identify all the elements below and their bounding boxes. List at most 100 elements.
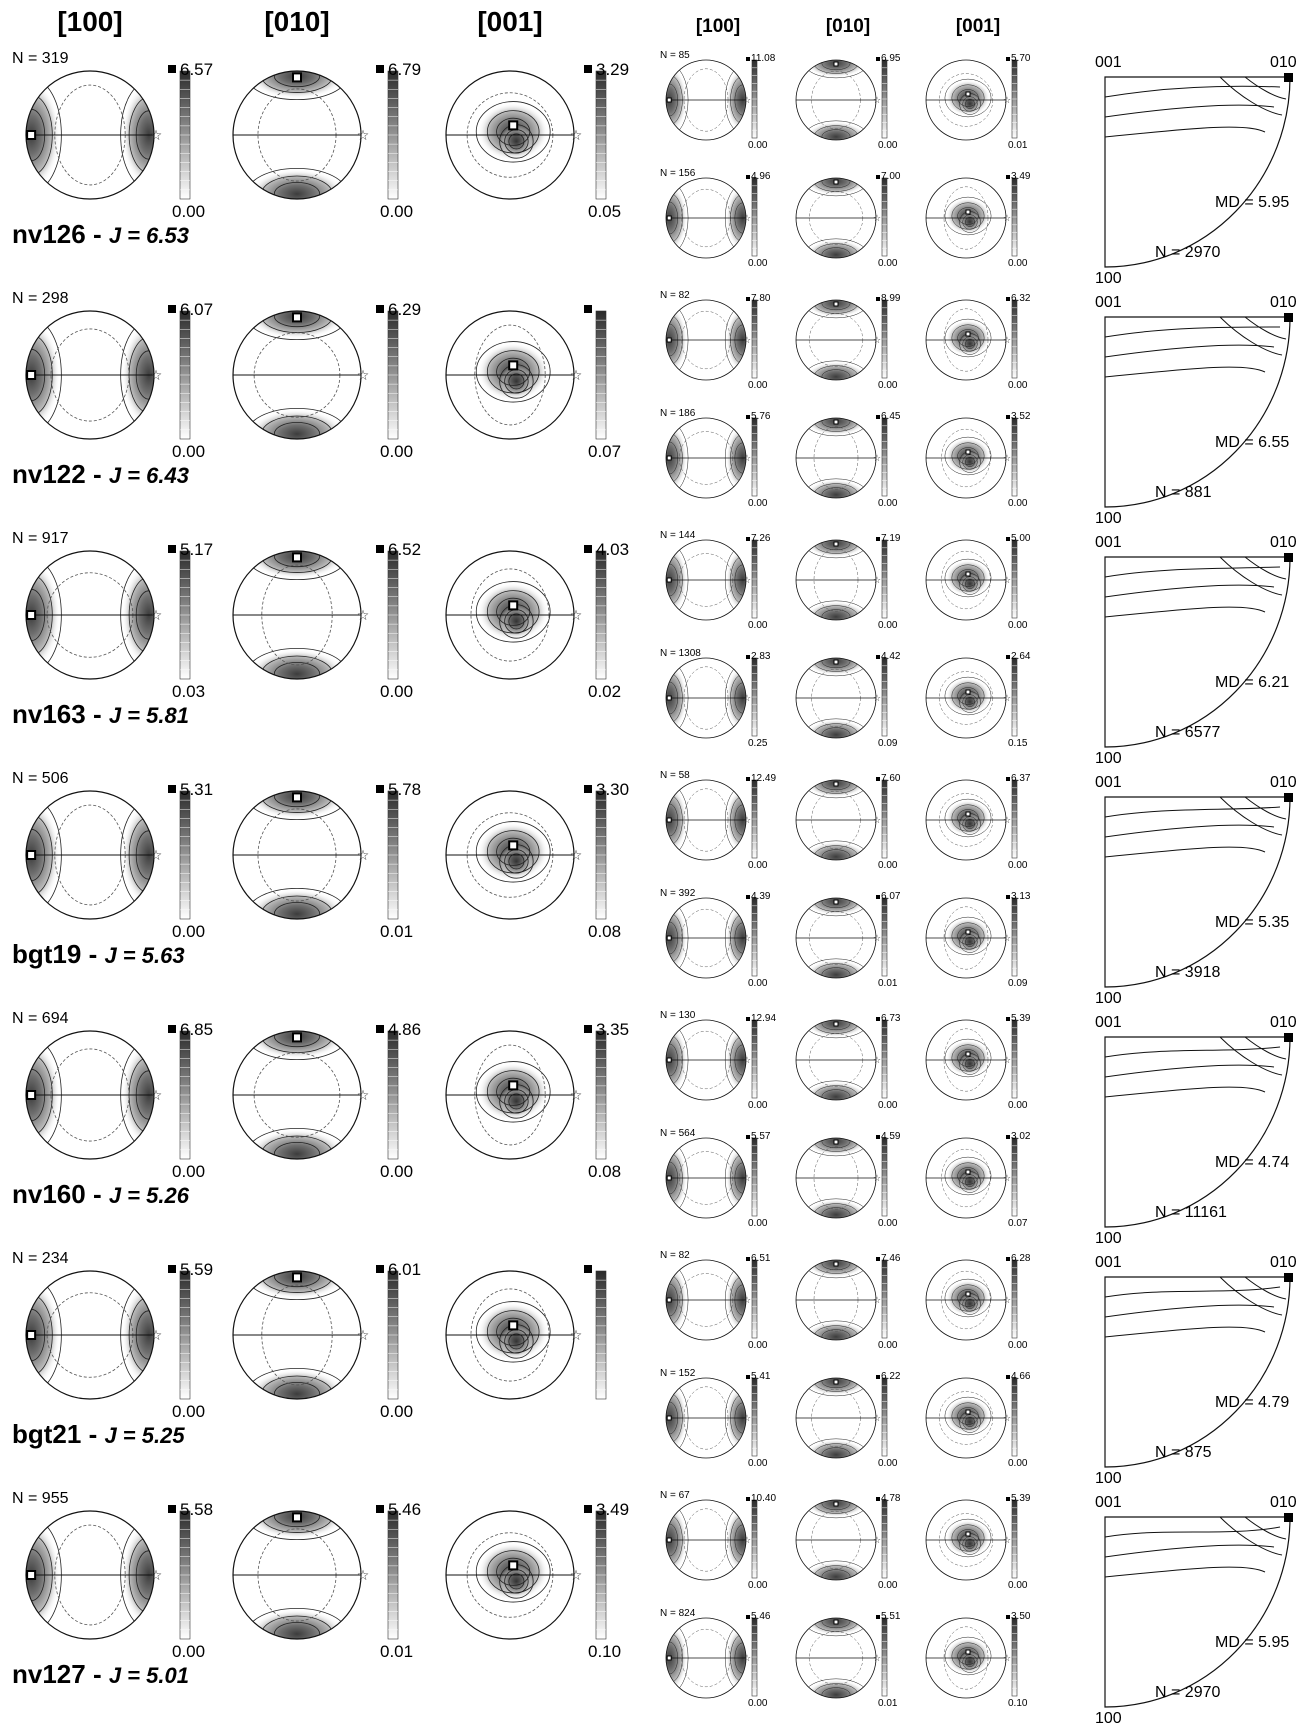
svg-text:☆: ☆ [357,1087,370,1103]
sample-row-nv127: N = 955 ☆ 5.58 0.00 ☆ 5.46 0.01 ☆ 3.49 0.10 nv127 … [12,1490,1297,1727]
large-scale-1-max: 4.86 [388,1020,421,1039]
sample-title: nv122 - J = 6.43 [12,459,189,489]
small-scale-0-max: 6.51 [751,1253,771,1264]
svg-text:☆: ☆ [1003,933,1011,943]
svg-text:☆: ☆ [1003,575,1011,585]
svg-text:☆: ☆ [873,213,881,223]
small-scale-2-max: 6.37 [1011,773,1031,784]
small-scale-0-min: 0.00 [748,140,768,151]
small-scale-1-max: 6.22 [881,1371,901,1382]
svg-text:☆: ☆ [357,1327,370,1343]
small-scale-1-max: 4.78 [881,1493,901,1504]
svg-text:☆: ☆ [357,607,370,623]
sub-n: N = 824 [660,1608,696,1619]
large-scale-2-min: 0.10 [588,1642,621,1661]
small-scale-2-max: 3.13 [1011,891,1031,902]
ipf-label-010: 010 [1270,1494,1297,1511]
small-scale-1-max: 4.42 [881,651,901,662]
sample-row-bgt21: N = 234 ☆ 5.59 0.00 ☆ 6.01 0.00 ☆ bgt21 - J = 5.… [12,1250,1297,1487]
svg-text:☆: ☆ [150,847,163,863]
small-scale-1-min: 0.00 [878,1218,898,1229]
ipf-label-100: 100 [1095,750,1122,767]
svg-text:☆: ☆ [873,1413,881,1423]
svg-text:☆: ☆ [1003,1413,1011,1423]
small-scale-2-max: 5.39 [1011,1013,1031,1024]
small-scale-2-max: 3.49 [1011,171,1031,182]
small-scale-1-min: 0.00 [878,620,898,631]
sub-n: N = 392 [660,888,696,899]
header-small-1: [010] [826,16,870,37]
large-scale-0-max: 5.58 [180,1500,213,1519]
small-scale-0-min: 0.00 [748,1458,768,1469]
small-scale-2-min: 0.00 [1008,860,1028,871]
ipf-label-010: 010 [1270,534,1297,551]
small-scale-0-min: 0.00 [748,1218,768,1229]
large-scale-0-max: 5.31 [180,780,213,799]
sample-n: N = 298 [12,290,69,307]
large-scale-0-min: 0.00 [172,202,205,221]
ipf-label-001: 001 [1095,54,1122,71]
svg-text:☆: ☆ [570,367,583,383]
large-scale-2-min: 0.08 [588,1162,621,1181]
small-scale-0-max: 7.26 [751,533,771,544]
ipf-label-001: 001 [1095,1494,1122,1511]
large-scale-1-min: 0.00 [380,1402,413,1421]
small-scale-1-max: 6.95 [881,53,901,64]
sample-row-nv122: N = 298 ☆ 6.07 0.00 ☆ 6.29 0.00 ☆ 0.07 nv122 - J … [12,290,1297,527]
ipf-label-010: 010 [1270,1014,1297,1031]
svg-text:☆: ☆ [150,1567,163,1583]
small-scale-2-max: 5.00 [1011,533,1031,544]
small-scale-0-min: 0.00 [748,498,768,509]
sub-n: N = 85 [660,50,690,61]
sample-row-nv126: N = 319 ☆ 6.57 0.00 ☆ 6.79 0.00 ☆ 3.29 0.05 nv126 … [12,50,1297,287]
svg-text:☆: ☆ [743,1173,751,1183]
small-scale-2-min: 0.00 [1008,1458,1028,1469]
svg-text:☆: ☆ [743,335,751,345]
small-scale-2-min: 0.00 [1008,258,1028,269]
svg-text:☆: ☆ [873,1295,881,1305]
svg-text:☆: ☆ [873,453,881,463]
header-small-2: [001] [956,16,1000,37]
ipf-md: MD = 4.79 [1215,1394,1289,1411]
small-scale-1-max: 4.59 [881,1131,901,1142]
sub-n: N = 82 [660,290,690,301]
svg-text:☆: ☆ [570,847,583,863]
svg-text:☆: ☆ [873,95,881,105]
svg-text:☆: ☆ [873,815,881,825]
sub-n: N = 67 [660,1490,690,1501]
large-scale-0-min: 0.00 [172,1642,205,1661]
svg-text:☆: ☆ [570,607,583,623]
small-scale-0-max: 7.80 [751,293,771,304]
small-scale-1-min: 0.00 [878,1580,898,1591]
header-small-0: [100] [696,16,740,37]
small-scale-0-min: 0.00 [748,1580,768,1591]
large-scale-2-max: 3.49 [596,1500,629,1519]
header-large-0: [100] [57,6,122,37]
sub-n: N = 156 [660,168,696,179]
large-scale-1-max: 6.01 [388,1260,421,1279]
sub-n: N = 564 [660,1128,696,1139]
small-scale-1-min: 0.00 [878,1340,898,1351]
small-scale-1-min: 0.01 [878,1698,898,1709]
svg-text:☆: ☆ [357,847,370,863]
sample-n: N = 917 [12,530,69,547]
svg-text:☆: ☆ [570,127,583,143]
sample-n: N = 319 [12,50,69,67]
header-large-1: [010] [264,6,329,37]
sample-title: nv126 - J = 6.53 [12,219,189,249]
svg-text:☆: ☆ [1003,213,1011,223]
small-scale-1-min: 0.01 [878,978,898,989]
small-scale-2-max: 3.52 [1011,411,1031,422]
small-scale-0-min: 0.00 [748,978,768,989]
svg-text:☆: ☆ [1003,453,1011,463]
small-scale-1-min: 0.00 [878,1458,898,1469]
ipf-label-010: 010 [1270,1254,1297,1271]
svg-text:☆: ☆ [150,607,163,623]
ipf-n: N = 3918 [1155,964,1220,981]
svg-text:☆: ☆ [570,1567,583,1583]
large-scale-0-max: 5.59 [180,1260,213,1279]
sample-title: bgt19 - J = 5.63 [12,939,185,969]
small-scale-2-max: 2.64 [1011,651,1031,662]
large-scale-2-min: 0.07 [588,442,621,461]
large-scale-0-max: 5.17 [180,540,213,559]
